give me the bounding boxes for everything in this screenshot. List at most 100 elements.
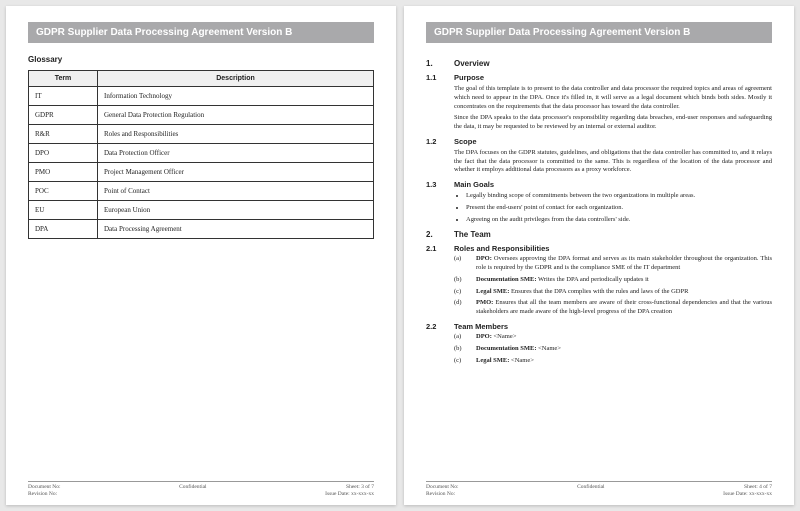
footer-center: Confidential bbox=[179, 484, 207, 497]
content-body: 1. Overview 1.1 Purpose The goal of this… bbox=[426, 53, 772, 368]
subsection-title: Main Goals bbox=[454, 180, 494, 189]
item-letter: (a) bbox=[454, 255, 468, 273]
item-letter: (b) bbox=[454, 276, 468, 285]
subsection-num: 1.1 bbox=[426, 73, 444, 82]
subsection-title: Scope bbox=[454, 137, 477, 146]
table-row: ITInformation Technology bbox=[29, 87, 374, 106]
list-item: (c) Legal SME: <Name> bbox=[454, 357, 772, 366]
item-text: DPO: <Name> bbox=[476, 333, 772, 342]
roles-list: (a) DPO: Oversees approving the DPA form… bbox=[454, 255, 772, 317]
table-row: POCPoint of Contact bbox=[29, 182, 374, 201]
footer-issue: Issue Date: xx-xxx-xx bbox=[325, 491, 374, 497]
list-item: (a) DPO: <Name> bbox=[454, 333, 772, 342]
subsection-members: 2.2 Team Members bbox=[426, 322, 772, 331]
item-letter: (a) bbox=[454, 333, 468, 342]
footer-doc-no: Document No: bbox=[426, 484, 459, 490]
doc-title-bar: GDPR Supplier Data Processing Agreement … bbox=[426, 22, 772, 43]
subsection-main-goals: 1.3 Main Goals bbox=[426, 180, 772, 189]
glossary-col-term: Term bbox=[29, 71, 98, 87]
item-text: DPO: Oversees approving the DPA format a… bbox=[476, 255, 772, 273]
page-footer: Document No: Revision No: Confidential S… bbox=[28, 481, 374, 497]
item-letter: (d) bbox=[454, 299, 468, 317]
footer-confidential: Confidential bbox=[179, 484, 207, 490]
item-text: Documentation SME: <Name> bbox=[476, 345, 772, 354]
glossary-heading: Glossary bbox=[28, 55, 374, 64]
subsection-roles: 2.1 Roles and Responsibilities bbox=[426, 244, 772, 253]
glossary-term: DPA bbox=[29, 220, 98, 239]
section-num: 2. bbox=[426, 230, 444, 239]
glossary-term: IT bbox=[29, 87, 98, 106]
paragraph: The DPA focuses on the GDPR statutes, gu… bbox=[454, 149, 772, 175]
glossary-desc: Point of Contact bbox=[98, 182, 374, 201]
list-item: Legally binding scope of commitments bet… bbox=[466, 191, 772, 200]
glossary-desc: European Union bbox=[98, 201, 374, 220]
item-text: Legal SME: Ensures that the DPA complies… bbox=[476, 288, 772, 297]
glossary-desc: General Data Protection Regulation bbox=[98, 106, 374, 125]
section-title: The Team bbox=[454, 230, 491, 239]
list-item: Agreeing on the audit privileges from th… bbox=[466, 215, 772, 224]
glossary-desc: Data Protection Officer bbox=[98, 144, 374, 163]
footer-confidential: Confidential bbox=[577, 484, 605, 490]
subsection-title: Purpose bbox=[454, 73, 484, 82]
item-text: Documentation SME: Writes the DPA and pe… bbox=[476, 276, 772, 285]
page-right: GDPR Supplier Data Processing Agreement … bbox=[404, 6, 794, 505]
footer-right: Sheet: 4 of 7 Issue Date: xx-xxx-xx bbox=[723, 484, 772, 497]
glossary-term: EU bbox=[29, 201, 98, 220]
glossary-desc: Information Technology bbox=[98, 87, 374, 106]
footer-rev-no: Revision No: bbox=[426, 491, 459, 497]
list-item: (a) DPO: Oversees approving the DPA form… bbox=[454, 255, 772, 273]
glossary-term: GDPR bbox=[29, 106, 98, 125]
subsection-title: Team Members bbox=[454, 322, 508, 331]
section-team: 2. The Team bbox=[426, 230, 772, 239]
footer-left: Document No: Revision No: bbox=[28, 484, 61, 497]
item-text: PMO: Ensures that all the team members a… bbox=[476, 299, 772, 317]
glossary-desc: Roles and Responsibilities bbox=[98, 125, 374, 144]
section-num: 1. bbox=[426, 59, 444, 68]
glossary-term: DPO bbox=[29, 144, 98, 163]
subsection-num: 1.2 bbox=[426, 137, 444, 146]
list-item: Present the end-users' point of contact … bbox=[466, 203, 772, 212]
list-item: (b) Documentation SME: <Name> bbox=[454, 345, 772, 354]
glossary-desc: Data Processing Agreement bbox=[98, 220, 374, 239]
page-left: GDPR Supplier Data Processing Agreement … bbox=[6, 6, 396, 505]
glossary-term: R&R bbox=[29, 125, 98, 144]
item-text: Legal SME: <Name> bbox=[476, 357, 772, 366]
table-row: DPOData Protection Officer bbox=[29, 144, 374, 163]
members-list: (a) DPO: <Name> (b) Documentation SME: <… bbox=[454, 333, 772, 365]
footer-right: Sheet: 3 of 7 Issue Date: xx-xxx-xx bbox=[325, 484, 374, 497]
section-overview: 1. Overview bbox=[426, 59, 772, 68]
section-title: Overview bbox=[454, 59, 490, 68]
table-row: GDPRGeneral Data Protection Regulation bbox=[29, 106, 374, 125]
paragraph: Since the DPA speaks to the data process… bbox=[454, 114, 772, 132]
table-row: PMOProject Management Officer bbox=[29, 163, 374, 182]
subsection-num: 2.2 bbox=[426, 322, 444, 331]
footer-center: Confidential bbox=[577, 484, 605, 497]
glossary-desc: Project Management Officer bbox=[98, 163, 374, 182]
glossary-term: PMO bbox=[29, 163, 98, 182]
item-letter: (c) bbox=[454, 357, 468, 366]
list-item: (b) Documentation SME: Writes the DPA an… bbox=[454, 276, 772, 285]
table-row: DPAData Processing Agreement bbox=[29, 220, 374, 239]
table-row: EUEuropean Union bbox=[29, 201, 374, 220]
list-item: (d) PMO: Ensures that all the team membe… bbox=[454, 299, 772, 317]
subsection-scope: 1.2 Scope bbox=[426, 137, 772, 146]
table-row: R&RRoles and Responsibilities bbox=[29, 125, 374, 144]
footer-sheet: Sheet: 3 of 7 bbox=[325, 484, 374, 490]
glossary-table: Term Description ITInformation Technolog… bbox=[28, 70, 374, 239]
subsection-num: 2.1 bbox=[426, 244, 444, 253]
doc-title-bar: GDPR Supplier Data Processing Agreement … bbox=[28, 22, 374, 43]
item-letter: (b) bbox=[454, 345, 468, 354]
subsection-title: Roles and Responsibilities bbox=[454, 244, 549, 253]
footer-doc-no: Document No: bbox=[28, 484, 61, 490]
subsection-purpose: 1.1 Purpose bbox=[426, 73, 772, 82]
footer-left: Document No: Revision No: bbox=[426, 484, 459, 497]
paragraph: The goal of this template is to present … bbox=[454, 85, 772, 111]
glossary-term: POC bbox=[29, 182, 98, 201]
footer-rev-no: Revision No: bbox=[28, 491, 61, 497]
item-letter: (c) bbox=[454, 288, 468, 297]
goals-list: Legally binding scope of commitments bet… bbox=[466, 191, 772, 224]
list-item: (c) Legal SME: Ensures that the DPA comp… bbox=[454, 288, 772, 297]
subsection-num: 1.3 bbox=[426, 180, 444, 189]
footer-sheet: Sheet: 4 of 7 bbox=[723, 484, 772, 490]
footer-issue: Issue Date: xx-xxx-xx bbox=[723, 491, 772, 497]
